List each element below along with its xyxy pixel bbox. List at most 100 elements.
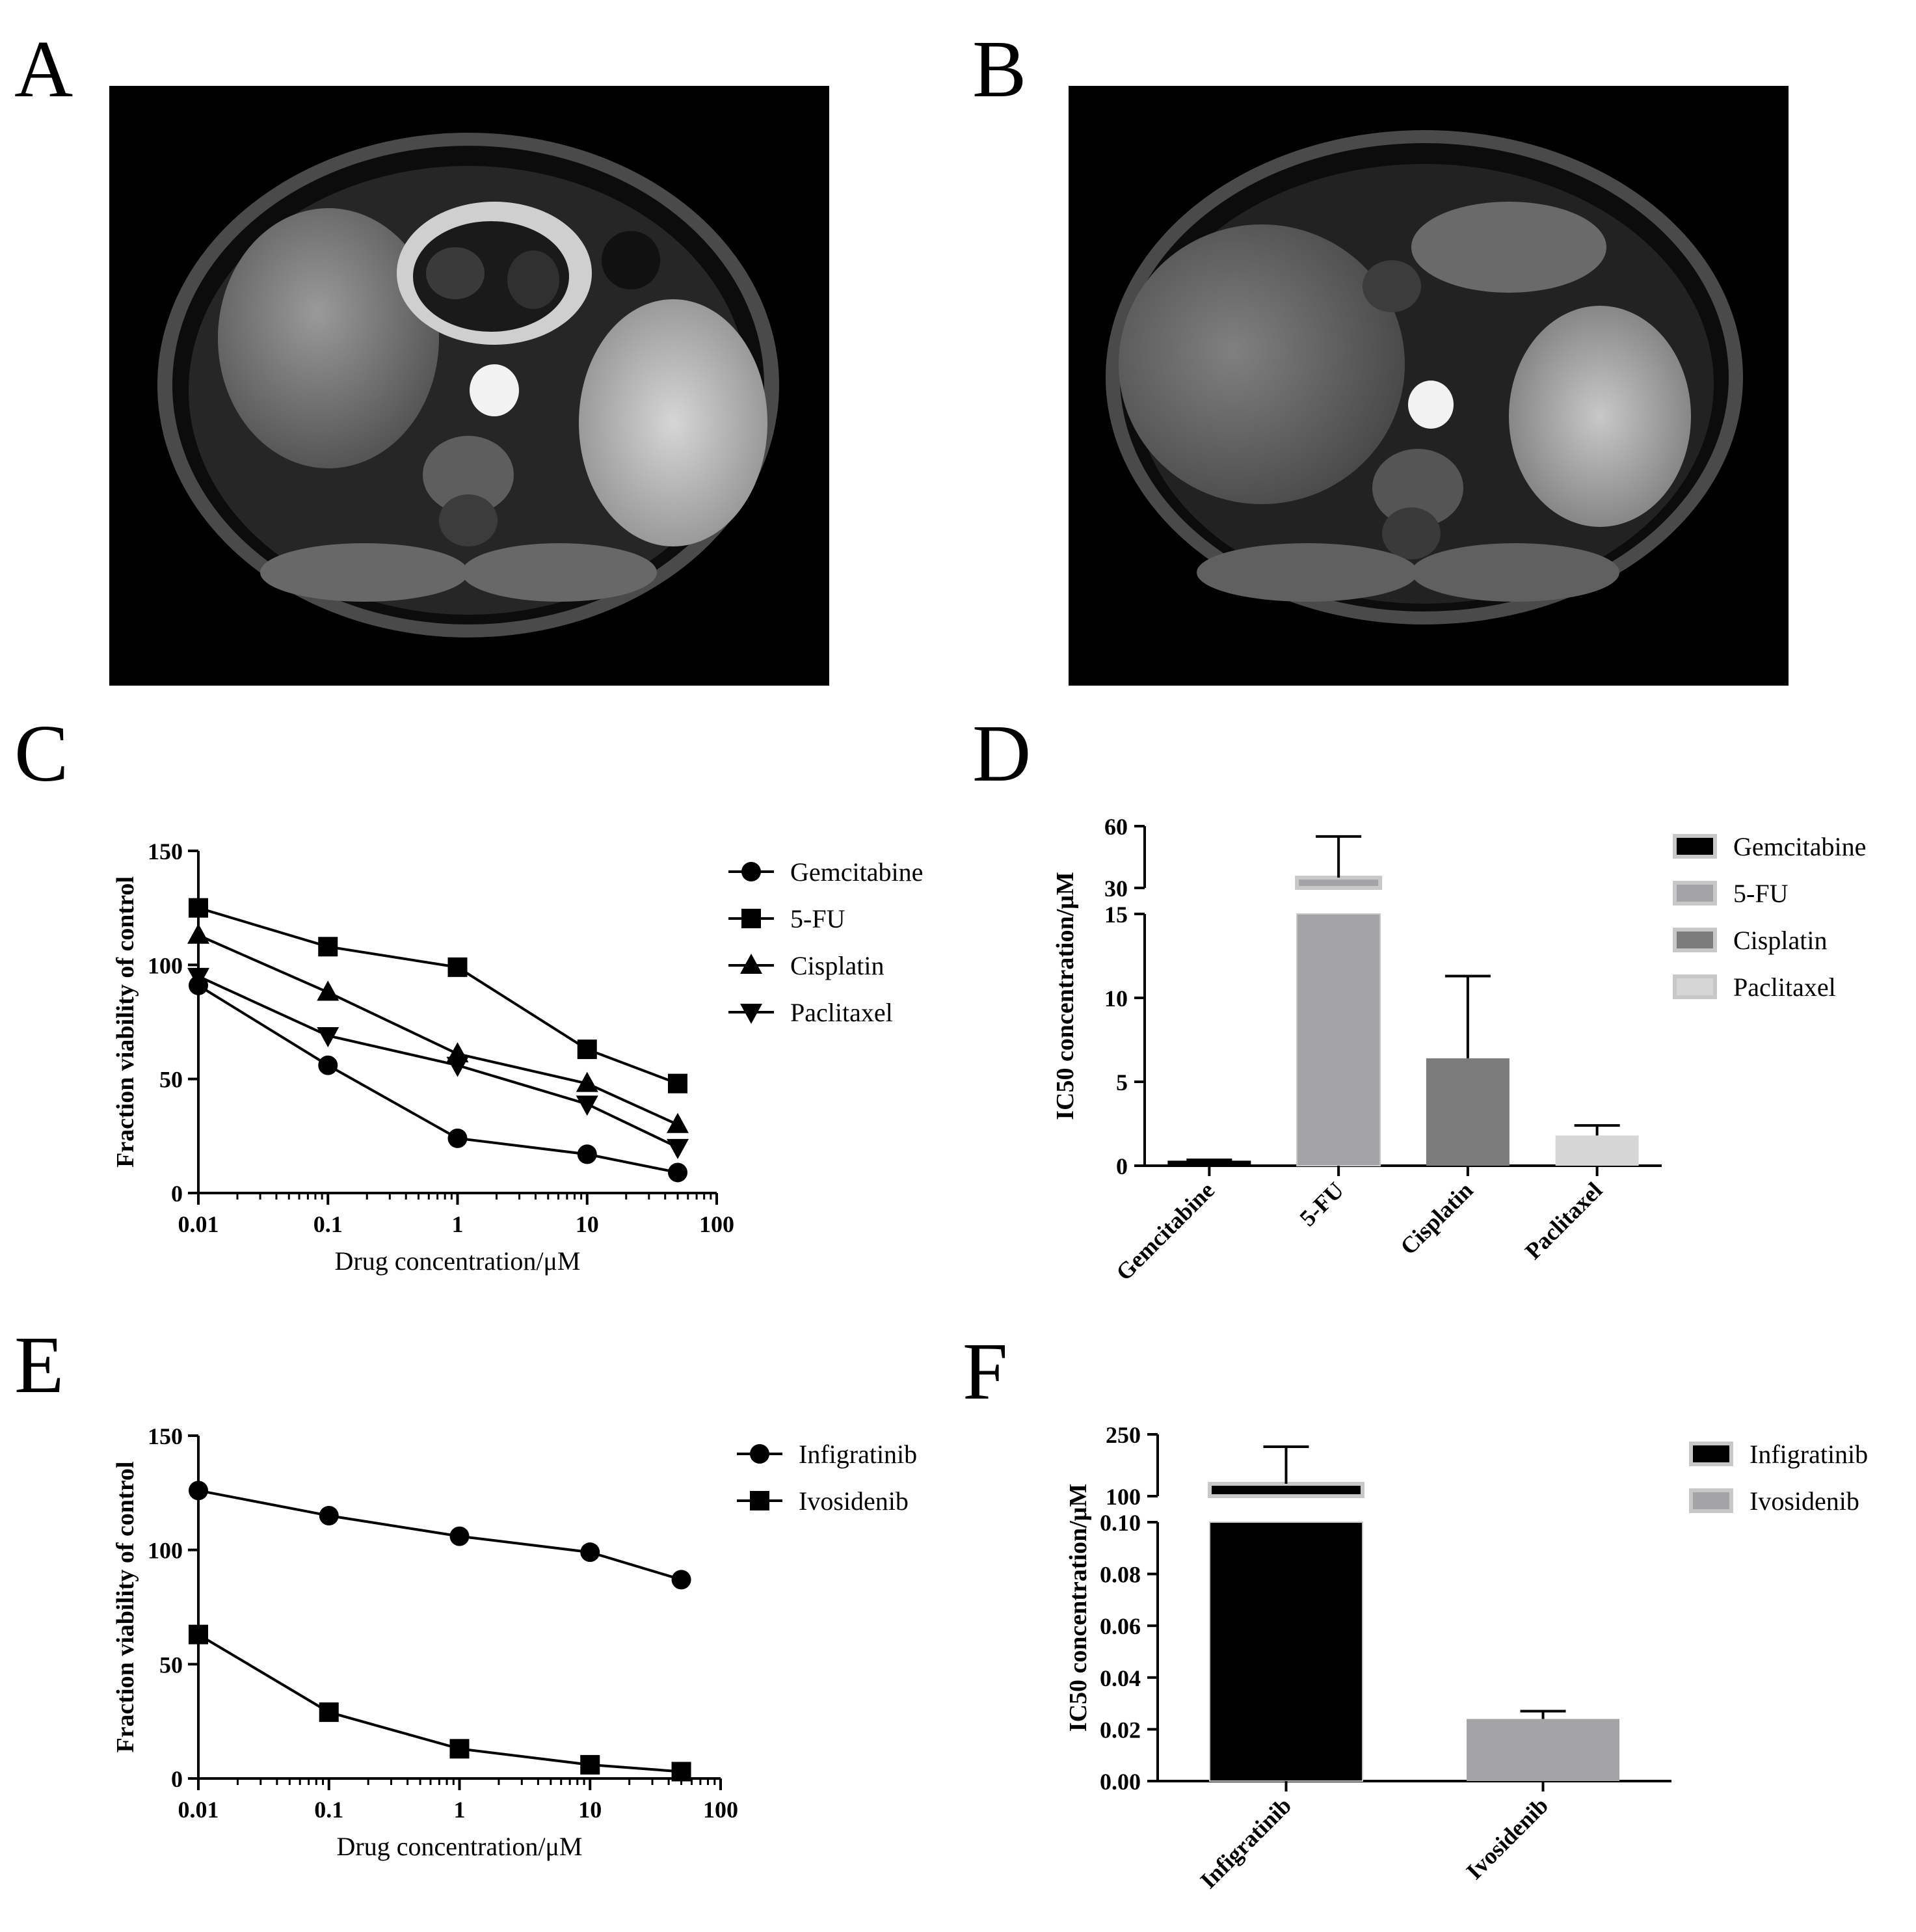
panel-label-e: E bbox=[14, 1321, 64, 1410]
data-point-cisplatin bbox=[187, 923, 209, 944]
y-tick-label: 100 bbox=[1106, 1484, 1141, 1510]
legend-swatch bbox=[1673, 974, 1717, 999]
data-point-ivosidenib bbox=[449, 1739, 470, 1759]
y-tick-label: 0 bbox=[171, 1766, 183, 1792]
series-line-ivosidenib bbox=[197, 1633, 682, 1773]
y-tick-label: 100 bbox=[148, 952, 183, 978]
legend-swatch bbox=[1689, 1488, 1733, 1513]
x-tick-label: Gemcitabine bbox=[1111, 1177, 1219, 1285]
x-axis-label: Drug concentration/μM bbox=[334, 1246, 580, 1276]
y-tick-label: 0.10 bbox=[1100, 1510, 1141, 1536]
y-tick-label: 100 bbox=[148, 1538, 183, 1564]
data-point-gemcitabine bbox=[668, 1162, 688, 1183]
data-point-paclitaxel bbox=[446, 1056, 469, 1077]
bar-upper-5-fu bbox=[1295, 876, 1383, 890]
panel-label-f: F bbox=[963, 1327, 1008, 1417]
y-tick-label: 0.06 bbox=[1100, 1613, 1141, 1639]
legend-swatch bbox=[1689, 1442, 1733, 1466]
data-point-paclitaxel bbox=[667, 1138, 689, 1159]
panel-label-d: D bbox=[972, 709, 1031, 799]
data-point-5-fu bbox=[447, 957, 468, 977]
x-tick-label: 0.1 bbox=[314, 1797, 343, 1823]
legend-label: Gemcitabine bbox=[1733, 832, 1866, 861]
y-axis-label: IC50 concentration/μM bbox=[1052, 872, 1079, 1120]
bar-infigratinib bbox=[1209, 1522, 1363, 1782]
legend-label: Ivosidenib bbox=[1750, 1486, 1859, 1516]
y-tick-label: 60 bbox=[1104, 814, 1128, 840]
y-tick-label: 30 bbox=[1104, 876, 1128, 902]
bar-ivosidenib bbox=[1467, 1719, 1619, 1781]
data-point-paclitaxel bbox=[317, 1027, 339, 1048]
data-point-infigratinib bbox=[671, 1570, 691, 1590]
data-point-cisplatin bbox=[667, 1112, 689, 1133]
legend-swatch bbox=[1673, 928, 1717, 952]
data-point-ivosidenib bbox=[580, 1754, 600, 1775]
x-axis-label: Drug concentration/μM bbox=[336, 1832, 582, 1861]
y-tick-label: 0.00 bbox=[1100, 1769, 1141, 1795]
y-tick-label: 50 bbox=[159, 1652, 183, 1678]
data-point-infigratinib bbox=[580, 1542, 600, 1563]
data-point-5-fu bbox=[577, 1040, 597, 1060]
legend-label: Gemcitabine bbox=[790, 857, 923, 887]
legend-marker bbox=[740, 1004, 762, 1024]
data-point-gemcitabine bbox=[577, 1144, 597, 1164]
data-point-infigratinib bbox=[319, 1505, 339, 1525]
x-tick-label: 0.1 bbox=[313, 1211, 343, 1237]
chart-e-viability-targeted: 0 50 100 150 0.01 0.1 1 10 100 Drug concentration… bbox=[112, 1423, 917, 1861]
legend-label: Cisplatin bbox=[1733, 926, 1827, 955]
x-tick-label: 1 bbox=[454, 1797, 466, 1823]
data-point-5-fu bbox=[318, 937, 338, 957]
series-line-paclitaxel bbox=[198, 975, 678, 1149]
y-tick-label: 15 bbox=[1104, 902, 1128, 928]
y-tick-label: 250 bbox=[1106, 1422, 1141, 1448]
data-point-ivosidenib bbox=[189, 1624, 208, 1644]
y-tick-label: 0.02 bbox=[1100, 1717, 1141, 1743]
y-tick-label: 0.08 bbox=[1100, 1562, 1141, 1588]
legend-label: Infigratinib bbox=[1750, 1440, 1868, 1469]
x-tick-label: Cisplatin bbox=[1395, 1177, 1478, 1259]
data-point-cisplatin bbox=[317, 980, 339, 1001]
legend-label: Paclitaxel bbox=[790, 998, 893, 1027]
data-point-infigratinib bbox=[189, 1481, 208, 1501]
x-tick-label: Infigratinib bbox=[1195, 1792, 1297, 1894]
bar-cisplatin bbox=[1426, 1058, 1510, 1166]
bar-5-fu bbox=[1296, 913, 1381, 1166]
legend-marker bbox=[750, 1491, 769, 1510]
series-line-5-fu bbox=[198, 906, 678, 1085]
x-tick-label: 0.01 bbox=[178, 1211, 219, 1237]
legend-label: Infigratinib bbox=[799, 1440, 917, 1469]
data-point-5-fu bbox=[668, 1073, 688, 1093]
y-tick-label: 0.04 bbox=[1100, 1665, 1141, 1691]
legend-label: Paclitaxel bbox=[1733, 973, 1836, 1002]
data-point-paclitaxel bbox=[576, 1095, 598, 1116]
legend-label: 5-FU bbox=[1733, 879, 1789, 908]
y-tick-label: 150 bbox=[148, 1423, 183, 1449]
chart-c-viability-chemo: 0 50 100 150 0.01 0.1 1 10 100 Drug concentration… bbox=[112, 839, 923, 1276]
data-point-ivosidenib bbox=[671, 1762, 691, 1782]
x-tick-label: 100 bbox=[703, 1797, 738, 1823]
x-tick-label: 5-FU bbox=[1294, 1177, 1348, 1231]
x-tick-label: Ivosidenib bbox=[1461, 1792, 1553, 1884]
data-point-infigratinib bbox=[449, 1526, 470, 1546]
legend-label: Ivosidenib bbox=[799, 1486, 909, 1516]
data-point-5-fu bbox=[189, 898, 208, 918]
y-axis-label: IC50 concentration/μM bbox=[1065, 1484, 1092, 1732]
y-tick-label: 0 bbox=[171, 1181, 183, 1207]
bar-paclitaxel bbox=[1555, 1135, 1639, 1166]
data-point-gemcitabine bbox=[447, 1128, 468, 1148]
x-tick-label: 0.01 bbox=[178, 1797, 219, 1823]
y-tick-label: 5 bbox=[1116, 1069, 1128, 1095]
data-point-paclitaxel bbox=[187, 967, 209, 988]
data-point-gemcitabine bbox=[318, 1055, 338, 1075]
x-tick-label: 1 bbox=[452, 1211, 464, 1237]
data-point-ivosidenib bbox=[319, 1702, 339, 1723]
legend-marker bbox=[740, 954, 762, 974]
x-tick-label: 10 bbox=[576, 1211, 599, 1237]
data-point-cisplatin bbox=[576, 1071, 598, 1092]
series-line-infigratinib bbox=[198, 1489, 682, 1581]
x-tick-label: Paclitaxel bbox=[1520, 1177, 1607, 1264]
legend-swatch bbox=[1673, 881, 1717, 906]
